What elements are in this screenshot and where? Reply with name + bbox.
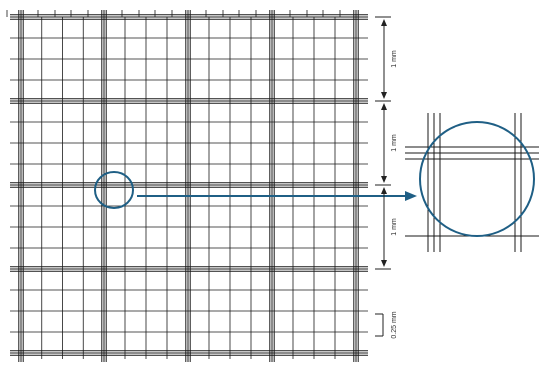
dimension-marker-1mm-bottom: 1 mm bbox=[375, 187, 398, 270]
dimension-label-2: 1 mm bbox=[391, 134, 398, 152]
dimension-markers: 1 mm 1 mm 1 mm 0.25 mm bbox=[375, 16, 398, 339]
magnifier-group bbox=[94, 113, 539, 252]
grid-lines bbox=[6, 10, 368, 362]
dimension-marker-1mm-middle: 1 mm bbox=[375, 103, 398, 186]
selection-circle-icon bbox=[94, 171, 134, 209]
arrow-head-icon bbox=[405, 191, 417, 201]
zoomed-detail-circle bbox=[419, 121, 535, 237]
dimension-label-1: 1 mm bbox=[391, 50, 398, 68]
dimension-label-4: 0.25 mm bbox=[391, 311, 398, 338]
dimension-marker-quarter-mm: 0.25 mm bbox=[375, 311, 398, 339]
dimension-marker-1mm-top: 1 mm bbox=[375, 16, 398, 102]
zoomed-grid-lines bbox=[405, 113, 539, 252]
dimension-label-3: 1 mm bbox=[391, 218, 398, 236]
